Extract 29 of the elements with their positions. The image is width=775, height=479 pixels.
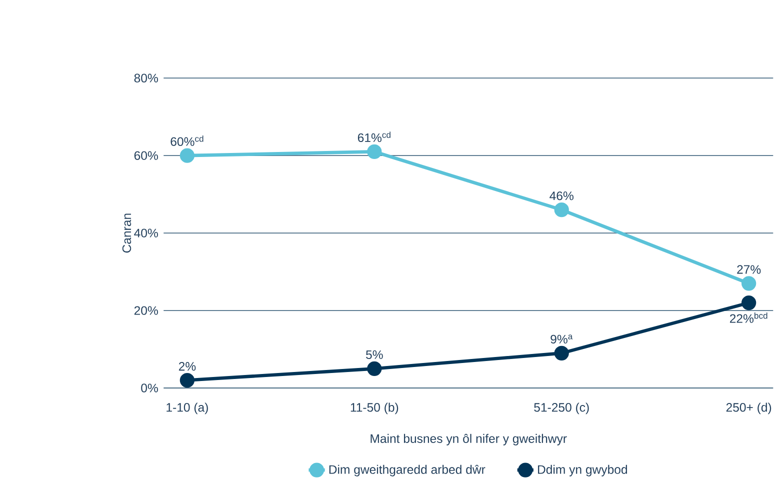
data-label: 2% — [178, 362, 196, 371]
x-tick-label: 51-250 (c) — [534, 402, 589, 414]
point — [554, 346, 569, 360]
data-label: 5% — [366, 350, 383, 360]
y-tick-label: 0% — [141, 384, 158, 392]
data-label: 46% — [550, 191, 574, 200]
y-tick-label: 40% — [134, 228, 158, 238]
data-label: 60%$^{cd}$ — [170, 135, 204, 146]
legend-label: Ddim yn gwybod — [538, 464, 628, 476]
x-axis-title: Maint busnes yn ôl nifer y gweithwyr — [370, 434, 567, 446]
y-axis-title: Canran — [122, 214, 132, 253]
point — [741, 276, 756, 291]
legend-label: Dim gweithgaredd arbed dŵr — [329, 464, 486, 476]
x-tick-label: 250+ (d) — [726, 402, 772, 414]
point — [180, 148, 195, 163]
x-tick-label: 11-50 (b) — [350, 402, 398, 414]
y-tick-label: 60% — [134, 151, 158, 160]
point — [741, 295, 756, 310]
y-tick-label: 80% — [134, 74, 158, 82]
data-label: 61%$^{cd}$ — [358, 132, 390, 142]
x-tick-label: 1-10 (a) — [166, 402, 208, 414]
data-label: 27% — [737, 265, 761, 274]
data-label: 22%$^{bcd}$ — [730, 312, 768, 323]
y-tick-label: 20% — [134, 306, 158, 315]
point — [367, 361, 382, 376]
point — [554, 202, 569, 218]
data-label: 9%$^{a}$ — [550, 334, 573, 344]
point — [367, 144, 382, 160]
point — [180, 372, 195, 388]
